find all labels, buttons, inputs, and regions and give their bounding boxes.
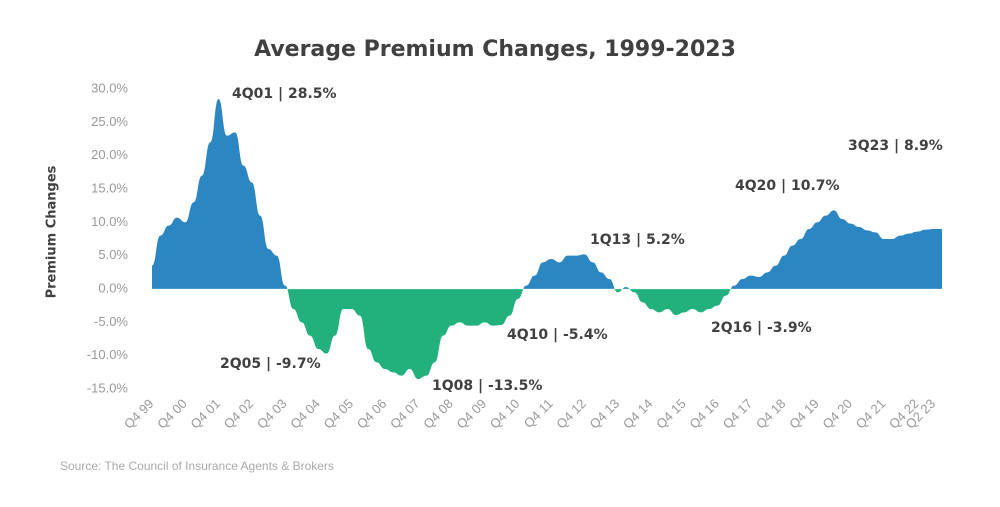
x-tick-label: Q4 16 <box>686 396 722 432</box>
annotation: 4Q01 | 28.5% <box>232 86 337 102</box>
annotation: 4Q10 | -5.4% <box>507 327 608 343</box>
annotation: 1Q08 | -13.5% <box>432 378 542 394</box>
x-tick-label: Q4 21 <box>853 396 889 432</box>
x-tick-label: Q4 02 <box>221 396 257 432</box>
x-tick-label: Q4 18 <box>753 396 789 432</box>
annotation: 2Q16 | -3.9% <box>711 320 812 336</box>
x-tick-label: Q4 99 <box>121 396 157 432</box>
y-tick-label: -10.0% <box>87 347 129 362</box>
chart-title: Average Premium Changes, 1999-2023 <box>254 37 736 62</box>
x-tick-label: Q4 00 <box>154 396 190 432</box>
area <box>152 99 942 379</box>
x-tick-label: Q4 11 <box>521 396 556 431</box>
x-tick-label: Q4 05 <box>320 396 356 432</box>
x-tick-label: Q4 10 <box>487 396 523 432</box>
y-tick-label: -5.0% <box>94 314 128 329</box>
x-tick-label: Q4 14 <box>620 396 656 432</box>
x-tick-label: Q4 13 <box>587 396 623 432</box>
x-tick-label: Q4 20 <box>819 396 855 432</box>
y-tick-label: 15.0% <box>91 180 128 195</box>
y-tick-label: 30.0% <box>91 80 128 95</box>
y-axis-label: Premium Changes <box>45 165 60 298</box>
x-tick-label: Q4 03 <box>254 396 290 432</box>
x-tick-label: Q4 17 <box>720 396 756 432</box>
x-tick-label: Q4 04 <box>287 396 323 432</box>
y-tick-label: 10.0% <box>91 214 128 229</box>
x-tick-label: Q4 01 <box>187 396 223 432</box>
y-tick-label: 20.0% <box>91 147 128 162</box>
source: Source: The Council of Insurance Agents … <box>60 459 334 473</box>
annotation: 4Q20 | 10.7% <box>735 178 840 194</box>
x-tick-label: Q4 12 <box>553 396 589 432</box>
x-tick-label: Q4 08 <box>420 396 456 432</box>
x-tick-label: Q4 07 <box>387 396 423 432</box>
annotation: 2Q05 | -9.7% <box>220 356 321 372</box>
x-tick-label: Q4 15 <box>653 396 689 432</box>
y-tick-label: 5.0% <box>98 247 128 262</box>
x-tick-label: Q4 06 <box>354 396 390 432</box>
annotation: 3Q23 | 8.9% <box>848 138 943 154</box>
x-tick-label: Q4 09 <box>454 396 490 432</box>
y-tick-label: 25.0% <box>91 114 128 129</box>
x-tick-label: Q4 19 <box>786 396 822 432</box>
y-tick-label: 0.0% <box>98 280 128 295</box>
annotation: 1Q13 | 5.2% <box>590 232 685 248</box>
y-tick-label: -15.0% <box>87 380 129 395</box>
